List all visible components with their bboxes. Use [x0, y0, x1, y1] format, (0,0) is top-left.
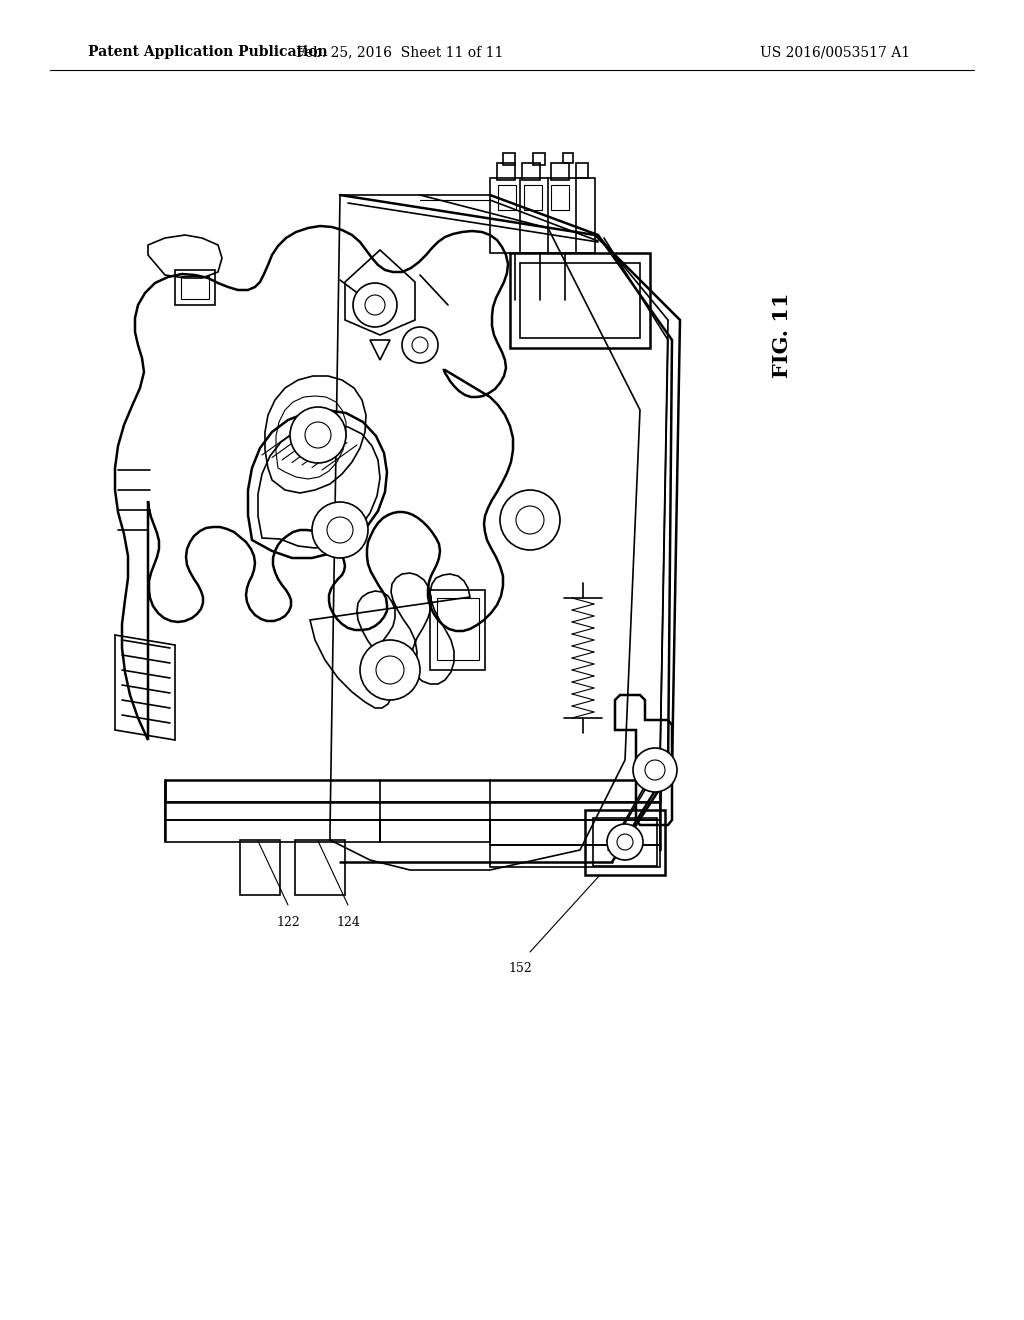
Text: 124: 124	[336, 916, 360, 929]
Circle shape	[305, 422, 331, 447]
Bar	[240, 840, 280, 895]
Bar	[522, 162, 540, 180]
Bar	[165, 780, 660, 803]
Bar	[490, 845, 660, 867]
Circle shape	[290, 407, 346, 463]
Bar	[175, 271, 215, 305]
Bar	[498, 185, 516, 210]
Bar	[575, 162, 588, 178]
Circle shape	[617, 834, 633, 850]
Text: Feb. 25, 2016  Sheet 11 of 11: Feb. 25, 2016 Sheet 11 of 11	[296, 45, 504, 59]
Bar	[520, 263, 640, 338]
Circle shape	[327, 517, 353, 543]
Circle shape	[645, 760, 665, 780]
Text: 122: 122	[276, 916, 300, 929]
Bar	[490, 820, 660, 845]
Bar	[165, 820, 380, 842]
Bar	[490, 178, 595, 253]
Circle shape	[353, 282, 397, 327]
Circle shape	[312, 502, 368, 558]
Bar	[497, 162, 515, 180]
Bar	[593, 818, 657, 866]
Bar	[551, 185, 569, 210]
Circle shape	[402, 327, 438, 363]
Circle shape	[412, 337, 428, 352]
Circle shape	[516, 506, 544, 535]
Circle shape	[500, 490, 560, 550]
Bar	[551, 162, 569, 180]
Circle shape	[607, 824, 643, 861]
Bar	[563, 153, 573, 162]
Bar	[295, 840, 345, 895]
Bar	[430, 590, 485, 671]
Text: FIG. 11: FIG. 11	[772, 292, 792, 378]
Bar	[510, 253, 650, 348]
Text: 152: 152	[508, 962, 531, 975]
Text: Patent Application Publication: Patent Application Publication	[88, 45, 328, 59]
Bar	[524, 185, 542, 210]
Bar	[534, 153, 545, 165]
Bar	[437, 598, 479, 660]
Bar	[503, 153, 515, 165]
Circle shape	[633, 748, 677, 792]
Circle shape	[365, 294, 385, 315]
Bar	[585, 810, 665, 875]
Circle shape	[360, 640, 420, 700]
Bar	[181, 276, 209, 300]
Bar	[380, 820, 490, 842]
Circle shape	[376, 656, 404, 684]
Bar	[165, 803, 660, 820]
Text: US 2016/0053517 A1: US 2016/0053517 A1	[760, 45, 910, 59]
